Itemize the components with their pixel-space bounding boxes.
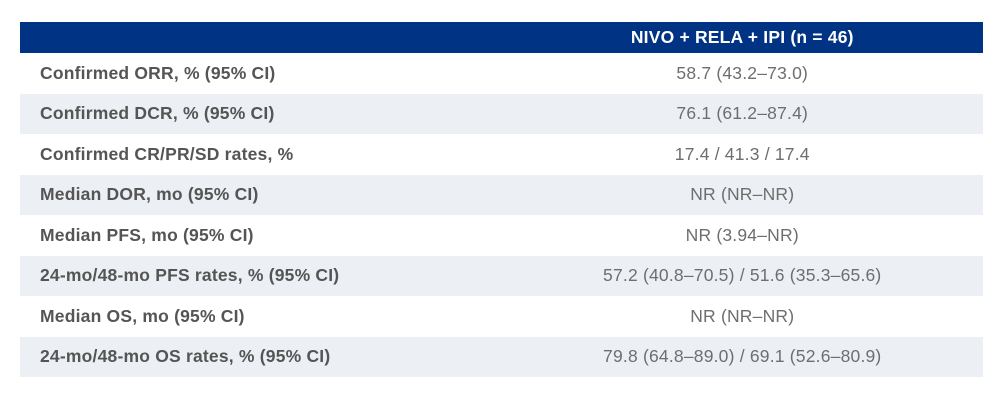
row-label: 24-mo/48-mo PFS rates, % (95% CI) [40,265,340,286]
row-label: Confirmed CR/PR/SD rates, % [40,143,294,164]
table-row: Median PFS, mo (95% CI) NR (3.94–NR) [20,215,983,256]
row-value: 57.2 (40.8–70.5) / 51.6 (35.3–65.6) [603,265,882,286]
table-row: 24-mo/48-mo PFS rates, % (95% CI) 57.2 (… [20,255,983,296]
table-row: Median DOR, mo (95% CI) NR (NR–NR) [20,174,983,215]
table-body: Confirmed ORR, % (95% CI) 58.7 (43.2–73.… [20,53,983,377]
table-row: Confirmed ORR, % (95% CI) 58.7 (43.2–73.… [20,53,983,94]
row-value: NR (NR–NR) [690,305,795,326]
row-label: Median PFS, mo (95% CI) [40,224,254,245]
row-value: 17.4 / 41.3 / 17.4 [674,143,810,164]
table-row: Confirmed CR/PR/SD rates, % 17.4 / 41.3 … [20,134,983,175]
row-value: 79.8 (64.8–89.0) / 69.1 (52.6–80.9) [603,346,882,367]
header-arm-label: NIVO + RELA + IPI (n = 46) [630,27,854,47]
table-header-row: NIVO + RELA + IPI (n = 46) [20,22,983,53]
row-label: Confirmed ORR, % (95% CI) [40,62,276,83]
row-value: 76.1 (61.2–87.4) [676,103,809,124]
table-row: 24-mo/48-mo OS rates, % (95% CI) 79.8 (6… [20,336,983,377]
row-label: Confirmed DCR, % (95% CI) [40,103,275,124]
row-value: NR (3.94–NR) [685,224,799,245]
row-label: Median OS, mo (95% CI) [40,305,245,326]
table-row: Confirmed DCR, % (95% CI) 76.1 (61.2–87.… [20,93,983,134]
row-value: 58.7 (43.2–73.0) [676,62,809,83]
table-row: Median OS, mo (95% CI) NR (NR–NR) [20,296,983,337]
results-table: NIVO + RELA + IPI (n = 46) Confirmed ORR… [20,22,983,377]
row-label: Median DOR, mo (95% CI) [40,184,259,205]
row-label: 24-mo/48-mo OS rates, % (95% CI) [40,346,331,367]
row-value: NR (NR–NR) [690,184,795,205]
